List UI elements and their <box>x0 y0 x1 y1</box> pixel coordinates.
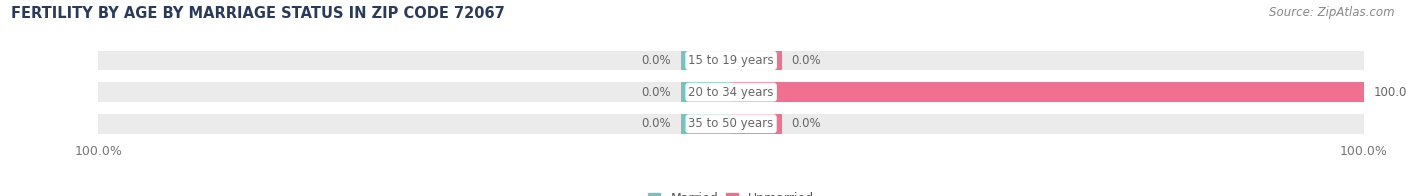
Text: FERTILITY BY AGE BY MARRIAGE STATUS IN ZIP CODE 72067: FERTILITY BY AGE BY MARRIAGE STATUS IN Z… <box>11 6 505 21</box>
Bar <box>731 114 782 133</box>
Bar <box>98 51 1364 70</box>
Text: 0.0%: 0.0% <box>641 117 671 130</box>
Text: 0.0%: 0.0% <box>641 86 671 99</box>
Text: 15 to 19 years: 15 to 19 years <box>689 54 773 67</box>
Bar <box>731 82 1364 102</box>
Text: 0.0%: 0.0% <box>792 54 821 67</box>
Bar <box>681 82 731 102</box>
Text: 0.0%: 0.0% <box>792 117 821 130</box>
Legend: Married, Unmarried: Married, Unmarried <box>648 192 814 196</box>
Bar <box>98 114 1364 133</box>
Bar <box>681 51 731 70</box>
Text: Source: ZipAtlas.com: Source: ZipAtlas.com <box>1270 6 1395 19</box>
Bar <box>98 82 1364 102</box>
Text: 35 to 50 years: 35 to 50 years <box>689 117 773 130</box>
Text: 20 to 34 years: 20 to 34 years <box>689 86 773 99</box>
Bar <box>731 51 782 70</box>
Bar <box>681 114 731 133</box>
Text: 0.0%: 0.0% <box>641 54 671 67</box>
Text: 100.0%: 100.0% <box>1374 86 1406 99</box>
